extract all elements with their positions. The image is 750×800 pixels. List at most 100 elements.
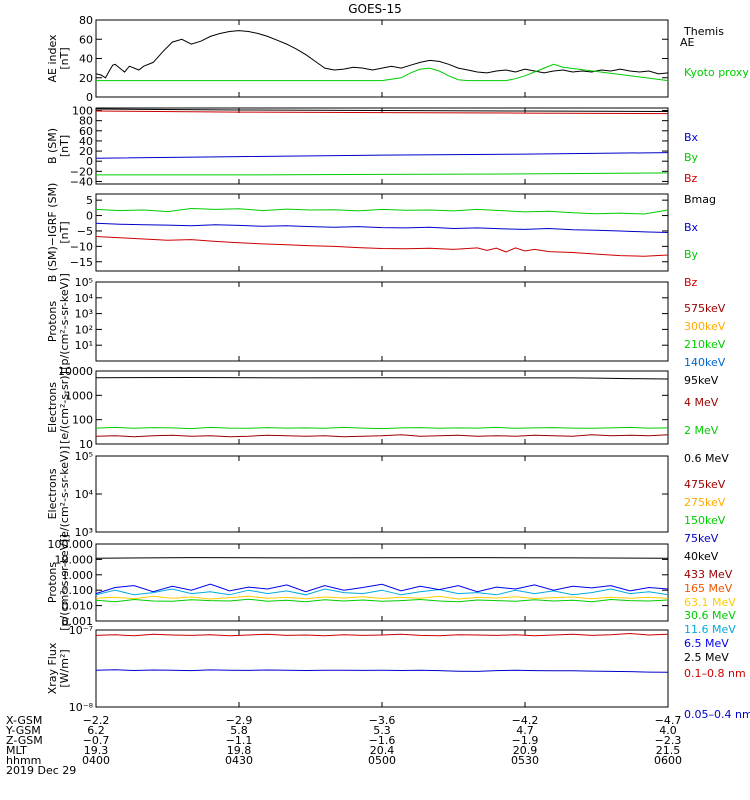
panel-3: −15 −10 −5 0 5 B (SM)−IGRF (SM)[nT] Bx By Bz [46,183,699,289]
y-tick-label: 10000 [58,365,93,378]
legend-entry: 2 MeV [684,424,719,437]
ephemeris-date: 2019 Dec 29 [6,764,76,777]
figure-title: GOES-15 [348,2,402,16]
legend-entry: 575keV [684,302,726,315]
series-line [95,588,669,596]
legend-entry: 0.6 MeV [684,452,729,465]
legend-entry: 4 MeV [684,396,719,409]
y-tick-label: 0 [86,210,93,223]
legend-entry: 11.6 MeV [684,623,736,636]
y-tick-label: −20 [70,165,93,178]
legend-entry: Bx [684,131,699,144]
legend-entry: By [684,248,699,261]
y-tick-label: −15 [70,256,93,269]
legend-entry: 63.1 MeV [684,596,736,609]
y-tick-label: 0.010 [62,600,94,613]
series-line [96,63,669,82]
y-tick-label: 10 [79,438,93,451]
series-line [95,557,669,559]
legend-entry: 210keV [684,338,726,351]
y-tick-label: 0 [86,91,93,104]
panel-8: 10⁻⁸ 10⁻⁷ Xray Flux[W/m²] 0.1–0.8 nm 0.05–0.… [46,624,750,721]
ephemeris-value: 19.3 [84,744,109,757]
ephemeris-row-label: MLT [6,744,27,757]
ephemeris-value: −2.2 [83,714,110,727]
ephemeris-row-label: Z-GSM [6,734,43,747]
y-tick-label: 10⁻⁸ [69,701,94,714]
y-axis-label: Protons[p/(cm²-s-sr-keV)] [46,534,71,631]
ephemeris-value: 0600 [654,754,682,767]
legend-entry: Bz [684,276,698,289]
ephemeris-value: −4.7 [655,714,682,727]
ephemeris-value: −4.2 [512,714,539,727]
ephemeris-value: 0400 [82,754,110,767]
ephemeris-value: 20.4 [370,744,395,757]
series-line [95,669,669,673]
series-line [95,207,669,215]
legend-entry: Bx [684,221,699,234]
series-line [95,110,669,115]
y-tick-label: 100 [72,414,93,427]
y-tick-label: 100.000 [48,538,94,551]
legend-entry: 95keV [684,374,719,387]
legend-entry: 6.5 MeV [684,637,729,650]
ephemeris-value: −2.9 [226,714,253,727]
panel-1: 0 20 40 60 80 AE index[nT] Themis AE Kyoto proxy… [46,14,750,104]
legend-entry: 30.6 MeV [684,609,736,622]
ephemeris-value: 19.8 [227,744,252,757]
legend-entry: 40keV [684,550,719,563]
panel-frame [95,107,669,185]
y-tick-label: 20 [79,72,93,85]
legend-entry: By [684,151,699,164]
legend-entry: Themis AE [680,25,724,49]
series-line [95,30,669,79]
y-tick-label: 10⁴ [75,488,94,501]
ephemeris-value: 4.0 [659,724,677,737]
y-tick-label: 60 [79,125,93,138]
ephemeris-value: 0530 [511,754,539,767]
y-tick-label: 10¹ [75,339,93,352]
ephemeris-value: 5.8 [230,724,248,737]
y-tick-label: 10⁵ [75,450,93,463]
ephemeris-value: −2.3 [655,734,682,747]
y-tick-label: 10² [75,323,93,336]
y-tick-label: 10⁴ [75,292,94,305]
y-tick-label: 40 [79,53,93,66]
ephemeris-value: 6.2 [87,724,105,737]
y-tick-label: 40 [79,135,93,148]
y-axis-label: Protons[p/(cm²-s-sr-keV)] [46,273,71,370]
legend-entry: Kyoto proxy AE [684,66,750,79]
ephemeris-value: 0500 [368,754,396,767]
panel-frame [95,370,669,445]
y-tick-label: −10 [70,240,93,253]
legend-entry: 2.5 MeV [684,651,729,664]
series-line [95,583,669,595]
ephemeris-value: 0430 [225,754,253,767]
series-line [95,236,669,257]
panel-frame [95,281,669,362]
y-tick-label: 60 [79,33,93,46]
y-tick-label: 10⁵ [75,276,93,289]
series-line [95,222,669,233]
legend-entry: 0.05–0.4 nm [684,708,750,721]
ephemeris-value: 21.5 [656,744,681,757]
ephemeris-row-label: Y-GSM [5,724,41,737]
ephemeris-value: −1.1 [226,734,253,747]
panel-4: 10¹ 10² 10³ 10⁴ 10⁵ Protons[p/(cm²-s-sr-keV)]… [46,273,726,387]
y-tick-label: −5 [77,225,93,238]
y-axis-label: B (SM)−IGRF (SM)[nT] [46,183,71,283]
y-axis-label: Xray Flux[W/m²] [46,642,71,694]
legend-entry: 475keV [684,478,726,491]
y-tick-label: 10³ [75,526,93,539]
legend-entry: 165 MeV [684,582,733,595]
series-line [95,426,669,430]
ephemeris-value: −3.6 [369,714,396,727]
panel-6: 10³ 10⁴ 10⁵ Electrons[e/(cm²-s-sr-keV)] 475k… [46,446,726,563]
y-tick-label: 10³ [75,308,93,321]
y-tick-label: 10⁻⁷ [69,624,93,637]
y-axis-label: Electrons[e/(cm²-s-sr)] [46,371,71,444]
y-tick-label: 80 [79,115,93,128]
